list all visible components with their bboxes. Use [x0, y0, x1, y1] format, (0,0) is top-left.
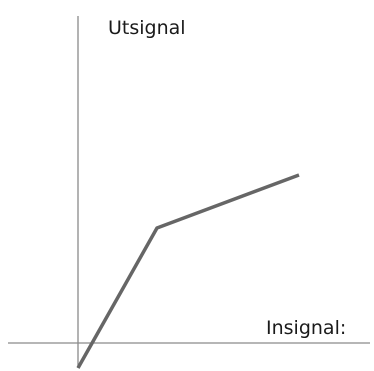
y-axis-label: Utsignal — [108, 17, 186, 39]
x-axis-label: Insignal: — [266, 317, 346, 339]
response-curve — [76, 173, 300, 369]
